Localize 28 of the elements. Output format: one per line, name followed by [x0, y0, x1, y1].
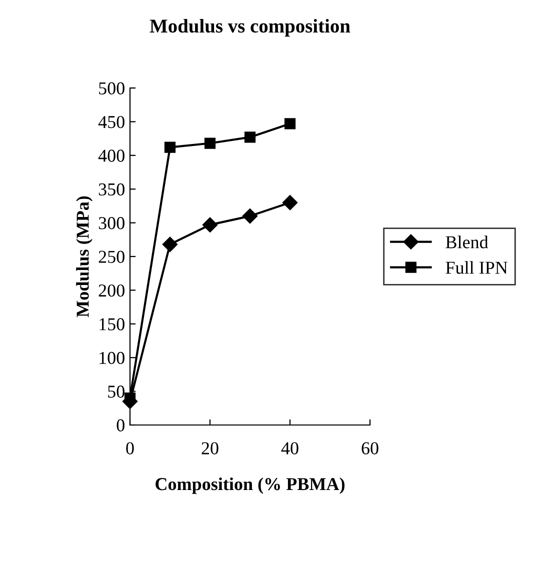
y-tick-label: 250 [98, 250, 124, 263]
point [162, 236, 178, 252]
y-tick-label: 450 [98, 116, 124, 128]
y-tick-label: 500 [99, 82, 124, 94]
y-tick-label: 50 [108, 386, 124, 398]
y-tick-label: 300 [98, 217, 124, 230]
point [242, 208, 258, 224]
point [202, 217, 218, 232]
x-tick-label: 20 [202, 442, 218, 454]
legend-label: Blend [446, 236, 488, 248]
point [164, 142, 176, 153]
point [284, 118, 296, 130]
y-tick-label: 350 [98, 183, 124, 196]
chart-title: Modulus vs composition [150, 18, 350, 37]
y-tick-label: 400 [98, 150, 124, 162]
legend-label: Full IPN [446, 261, 508, 274]
point [204, 138, 216, 149]
y-tick-label: 0 [116, 419, 124, 432]
x-tick-label: 40 [281, 442, 298, 454]
x-tick-label: 60 [362, 442, 378, 454]
y-tick-label: 150 [100, 318, 124, 330]
point [244, 132, 256, 143]
point [282, 195, 298, 210]
y-tick-label: 200 [98, 284, 124, 297]
y-axis-title: Modulus (MPa) [76, 196, 92, 318]
y-tick-label: 100 [100, 352, 124, 364]
x-axis-title: Composition (% PBMA) [156, 477, 344, 494]
x-tick-label: 0 [126, 442, 134, 454]
